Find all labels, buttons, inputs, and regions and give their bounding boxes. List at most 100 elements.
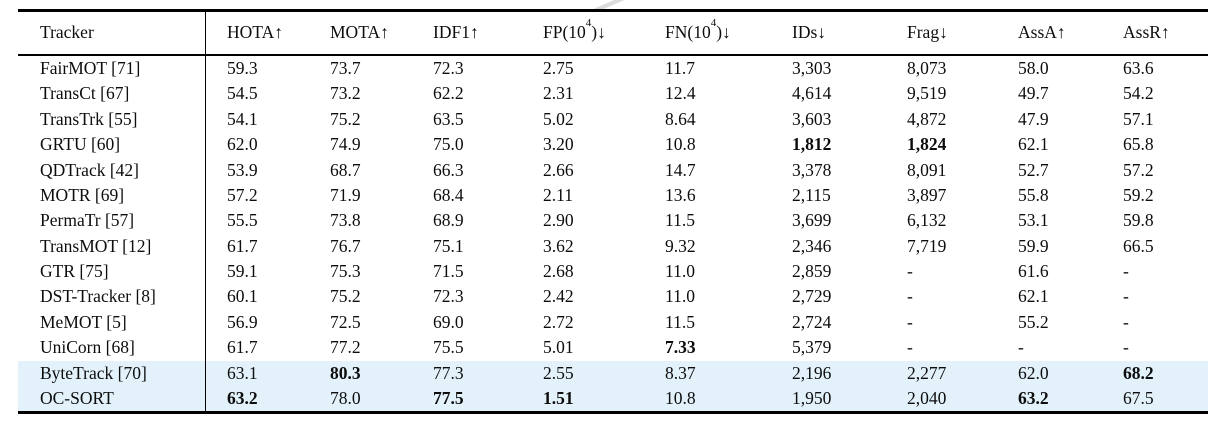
table-row-motr: MOTR [69] 57.2 71.9 68.4 2.11 13.6 2,115 3,897 5… — [18, 182, 1208, 209]
cell-idf1: 77.5 — [433, 388, 464, 409]
cell-fn: 7.33 — [665, 337, 696, 358]
cell-fn: 11.0 — [665, 261, 695, 282]
cell-tracker: ByteTrack [70] — [18, 360, 206, 387]
cell-fn: 10.8 — [665, 134, 696, 155]
column-header-label: FP(10 — [543, 22, 586, 43]
table-row-transct: TransCt [67] 54.5 73.2 62.2 2.31 12.4 4,614 9,5… — [18, 81, 1208, 107]
cell-assr: 57.1 — [1123, 108, 1154, 129]
cell-frag: - — [907, 261, 913, 282]
cell-fn: 14.7 — [665, 159, 696, 180]
cell-idf1: 71.5 — [433, 261, 464, 282]
up-arrow-icon: ↑ — [1056, 22, 1066, 43]
cell-ids: 2,729 — [792, 286, 832, 307]
cell-ids: 1,812 — [792, 134, 832, 155]
cell-mota: 75.2 — [330, 286, 361, 307]
down-arrow-icon: )↓ — [716, 22, 731, 43]
cell-idf1: 72.3 — [433, 286, 464, 307]
down-arrow-icon: ↓ — [939, 22, 948, 43]
cell-assa: 47.9 — [1018, 108, 1049, 129]
cell-mota: 78.0 — [330, 388, 361, 409]
column-header-label: IDs — [792, 22, 818, 43]
cell-fp: 2.42 — [543, 286, 574, 307]
cell-fp: 2.31 — [543, 83, 574, 104]
cell-tracker: QDTrack [42] — [18, 157, 206, 183]
cell-idf1: 68.4 — [433, 184, 464, 205]
cell-idf1: 75.1 — [433, 235, 464, 256]
cell-ids: 1,950 — [792, 388, 832, 409]
cell-frag: - — [907, 337, 913, 358]
column-header-label: AssR — [1123, 22, 1161, 43]
cell-assr: 66.5 — [1123, 235, 1154, 256]
cell-assa: 62.1 — [1018, 286, 1049, 307]
column-header-hota: HOTA↑ — [206, 24, 309, 42]
column-header-tracker: Tracker — [18, 12, 206, 54]
cell-idf1: 72.3 — [433, 57, 464, 78]
cell-hota: 61.7 — [227, 235, 258, 256]
cell-fn: 11.7 — [665, 57, 695, 78]
table-row-transtrk: TransTrk [55] 54.1 75.2 63.5 5.02 8.64 3,603 4,… — [18, 106, 1208, 133]
cell-assr: 67.5 — [1123, 388, 1154, 409]
benchmark-table: Tracker HOTA↑ MOTA↑ IDF1↑ FP(104)↓ FN(104)↓ ID… — [18, 9, 1208, 415]
cell-assa: 59.9 — [1018, 235, 1049, 256]
table-row-unicorn: UniCorn [68] 61.7 77.2 75.5 5.01 7.33 5,379 - - - — [18, 335, 1208, 361]
table-header-rule — [18, 54, 1208, 56]
cell-tracker: GRTU [60] — [18, 132, 206, 158]
table-row-memot: MeMOT [5] 56.9 72.5 69.0 2.72 11.5 2,724 - 55.2 - — [18, 309, 1208, 336]
cell-frag: 4,872 — [907, 108, 947, 129]
cell-hota: 54.1 — [227, 108, 258, 129]
cell-fp: 2.66 — [543, 159, 574, 180]
cell-hota: 57.2 — [227, 184, 258, 205]
cell-hota: 55.5 — [227, 210, 258, 231]
cell-assr: - — [1123, 311, 1129, 332]
table-body: FairMOT [71] 59.3 73.7 72.3 2.75 11.7 3,303 8,0… — [18, 56, 1208, 412]
cell-mota: 75.2 — [330, 108, 361, 129]
cell-assa: 58.0 — [1018, 57, 1049, 78]
cell-assa: 53.1 — [1018, 210, 1049, 231]
cell-fn: 11.5 — [665, 311, 695, 332]
cell-assa: 55.2 — [1018, 311, 1049, 332]
table-header-row: Tracker HOTA↑ MOTA↑ IDF1↑ FP(104)↓ FN(104)↓ ID… — [18, 12, 1208, 54]
cell-idf1: 62.2 — [433, 83, 464, 104]
cell-mota: 75.3 — [330, 261, 361, 282]
cell-fp: 2.75 — [543, 57, 574, 78]
cell-frag: 8,073 — [907, 57, 947, 78]
column-header-assa: AssA↑ — [997, 24, 1102, 42]
cell-fp: 5.01 — [543, 337, 574, 358]
column-header-ids: IDs↓ — [771, 24, 886, 42]
table-row-permatr: PermaTr [57] 55.5 73.8 68.9 2.90 11.5 3,699 6,1… — [18, 208, 1208, 234]
column-header-frag: Frag↓ — [886, 24, 997, 42]
cell-assr: - — [1123, 261, 1129, 282]
exponent: 4 — [710, 17, 717, 30]
table-bottom-rule — [18, 411, 1208, 415]
cell-fn: 9.32 — [665, 235, 696, 256]
cell-assr: 63.6 — [1123, 57, 1154, 78]
down-arrow-icon: ↓ — [817, 22, 827, 43]
cell-hota: 56.9 — [227, 311, 258, 332]
up-arrow-icon: ↑ — [274, 22, 283, 43]
cell-tracker: MOTR [69] — [18, 182, 206, 209]
down-arrow-icon: )↓ — [591, 22, 606, 43]
cell-ids: 5,379 — [792, 337, 832, 358]
cell-assa: 62.0 — [1018, 362, 1049, 383]
column-header-label: Frag — [907, 22, 940, 43]
cell-idf1: 75.5 — [433, 337, 464, 358]
cell-fn: 8.37 — [665, 362, 696, 383]
cell-idf1: 75.0 — [433, 134, 464, 155]
cell-assr: - — [1123, 286, 1129, 307]
cell-assa: - — [1018, 337, 1024, 358]
cell-hota: 63.2 — [227, 388, 258, 409]
cell-mota: 77.2 — [330, 337, 361, 358]
cell-fp: 1.51 — [543, 388, 574, 409]
column-header-fn: FN(104)↓ — [644, 18, 771, 43]
column-header-label: Tracker — [40, 22, 94, 43]
cell-frag: 8,091 — [907, 159, 947, 180]
cell-hota: 61.7 — [227, 337, 258, 358]
cell-fp: 2.90 — [543, 210, 574, 231]
cell-ids: 3,378 — [792, 159, 832, 180]
cell-assa: 52.7 — [1018, 159, 1049, 180]
column-header-label: MOTA — [330, 22, 381, 43]
cell-fn: 13.6 — [665, 184, 696, 205]
cell-assr: 59.2 — [1123, 184, 1154, 205]
column-header-mota: MOTA↑ — [309, 24, 412, 42]
cell-assa: 55.8 — [1018, 184, 1049, 205]
